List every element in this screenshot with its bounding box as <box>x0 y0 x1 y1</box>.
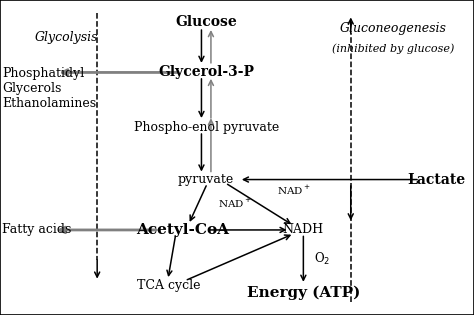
Text: pyruvate: pyruvate <box>178 173 234 186</box>
Text: Lactate: Lactate <box>407 173 465 186</box>
Text: TCA cycle: TCA cycle <box>137 278 200 292</box>
Text: Fatty acids: Fatty acids <box>2 223 72 237</box>
Text: Glucose: Glucose <box>175 15 237 29</box>
Text: Phospho-enol pyruvate: Phospho-enol pyruvate <box>134 121 279 134</box>
Text: NADH: NADH <box>283 223 324 237</box>
Text: Acetyl-CoA: Acetyl-CoA <box>136 223 229 237</box>
Text: Glycolysis: Glycolysis <box>35 31 98 44</box>
Text: (inhibited by glucose): (inhibited by glucose) <box>332 43 455 54</box>
Text: O$_2$: O$_2$ <box>314 251 330 267</box>
Text: Gluconeogenesis: Gluconeogenesis <box>340 22 447 35</box>
Text: Glycerol-3-P: Glycerol-3-P <box>158 66 254 79</box>
Text: Phosphatidyl
Glycerols
Ethanolamines: Phosphatidyl Glycerols Ethanolamines <box>2 67 97 110</box>
Text: NAD$^+$: NAD$^+$ <box>277 184 311 197</box>
Text: NAD$^+$: NAD$^+$ <box>218 197 252 210</box>
Text: Energy (ATP): Energy (ATP) <box>246 286 360 300</box>
